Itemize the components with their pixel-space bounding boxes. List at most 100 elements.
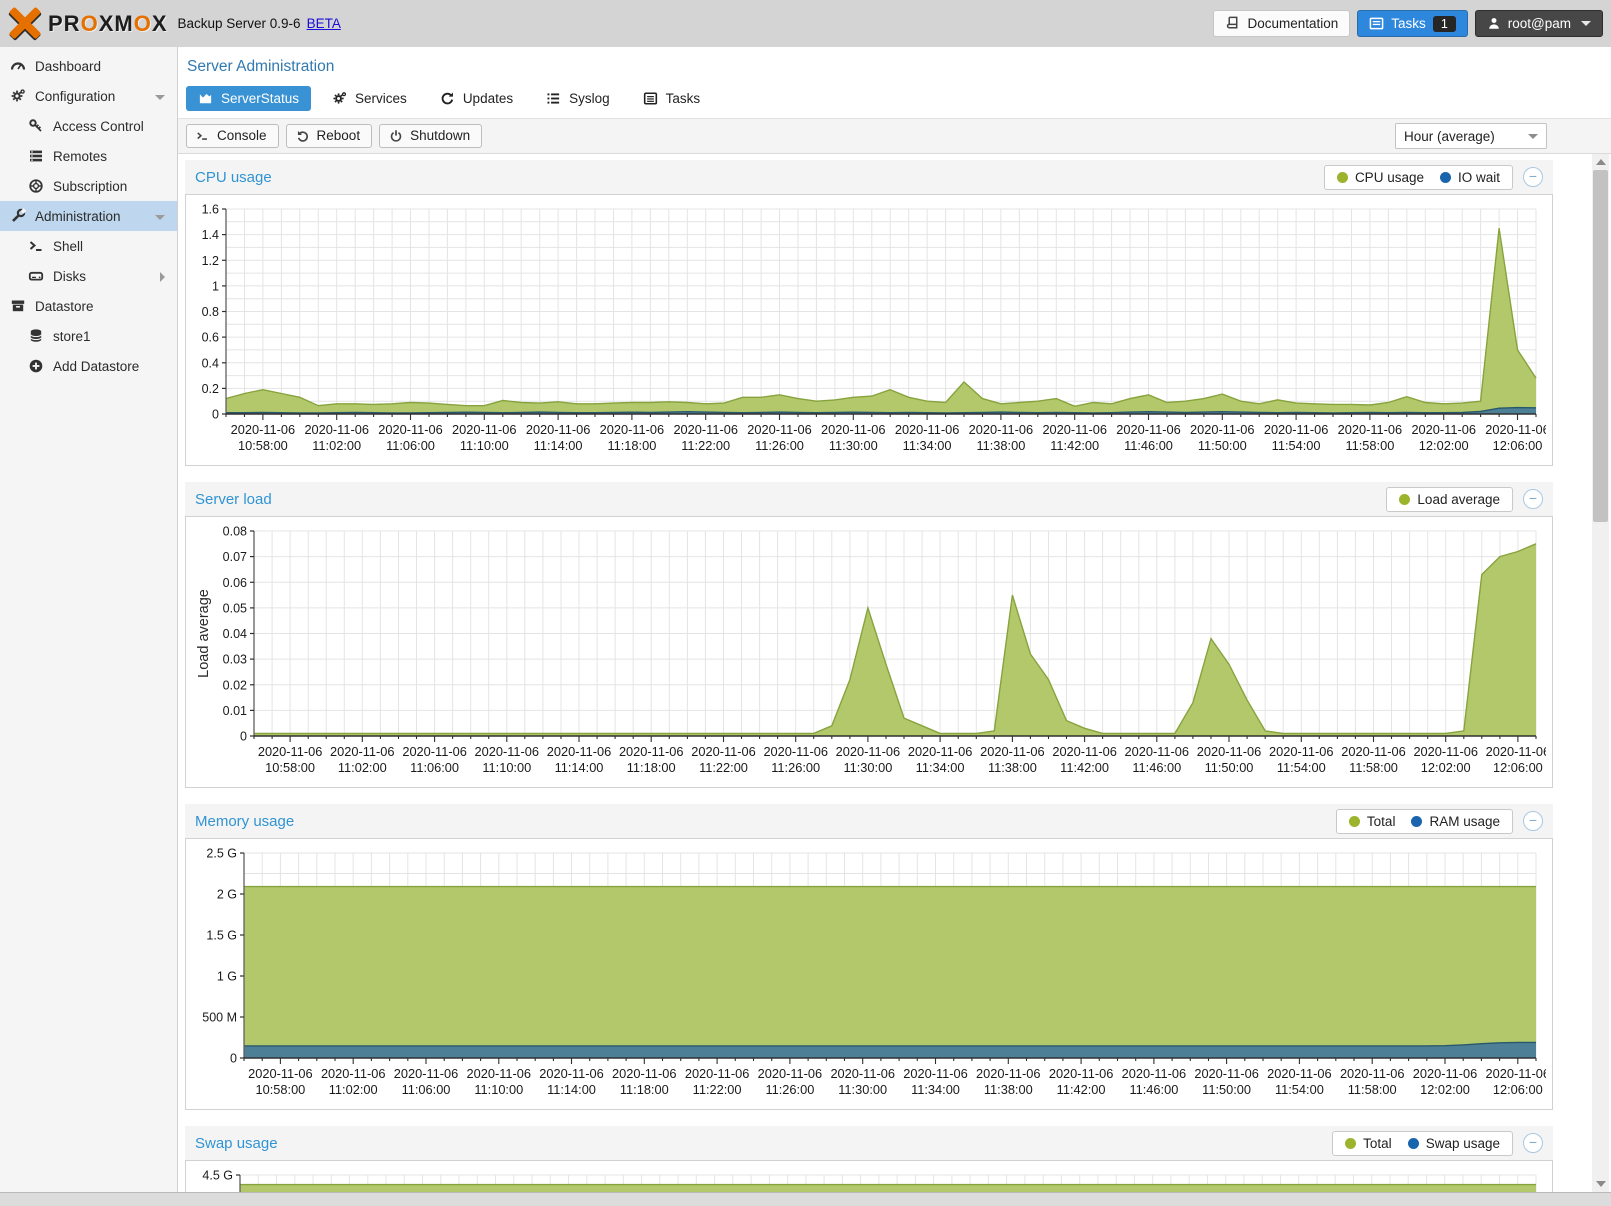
svg-text:11:38:00: 11:38:00 — [976, 438, 1025, 453]
sidebar-item-disks[interactable]: Disks — [0, 261, 177, 291]
svg-text:11:02:00: 11:02:00 — [338, 760, 387, 775]
collapse-panel-button[interactable]: − — [1523, 811, 1543, 831]
brand-wordmark: PROXMOX — [48, 10, 168, 36]
sidebar-item-administration[interactable]: Administration — [0, 201, 177, 231]
svg-text:2020-11-06: 2020-11-06 — [1197, 744, 1262, 759]
svg-text:0.2: 0.2 — [202, 382, 219, 396]
tab-syslog[interactable]: Syslog — [534, 86, 622, 111]
tasks-count-badge: 1 — [1432, 15, 1456, 32]
svg-text:2020-11-06: 2020-11-06 — [1486, 744, 1546, 759]
svg-text:11:34:00: 11:34:00 — [916, 760, 965, 775]
svg-text:2020-11-06: 2020-11-06 — [1411, 422, 1476, 437]
svg-text:2020-11-06: 2020-11-06 — [1190, 422, 1255, 437]
svg-text:11:54:00: 11:54:00 — [1272, 438, 1321, 453]
svg-text:11:22:00: 11:22:00 — [681, 438, 730, 453]
svg-text:11:50:00: 11:50:00 — [1198, 438, 1247, 453]
svg-text:4.5 G: 4.5 G — [202, 1169, 233, 1183]
svg-text:11:54:00: 11:54:00 — [1277, 760, 1326, 775]
svg-text:2020-11-06: 2020-11-06 — [248, 1066, 313, 1081]
tab-bar: ServerStatus Services Updates Syslog Tas… — [178, 84, 1611, 118]
shutdown-button[interactable]: Shutdown — [379, 124, 483, 148]
svg-text:2020-11-06: 2020-11-06 — [908, 744, 973, 759]
server-toolbar: Console Reboot Shutdown Hour (average) — [178, 118, 1611, 154]
reboot-button[interactable]: Reboot — [285, 124, 373, 148]
svg-text:12:06:00: 12:06:00 — [1493, 438, 1543, 453]
svg-text:11:34:00: 11:34:00 — [911, 1082, 960, 1097]
svg-text:0.02: 0.02 — [223, 678, 247, 692]
svg-text:11:06:00: 11:06:00 — [386, 438, 435, 453]
console-button[interactable]: Console — [186, 124, 279, 148]
svg-text:11:46:00: 11:46:00 — [1132, 760, 1181, 775]
tab-tasks[interactable]: Tasks — [631, 86, 713, 111]
svg-text:1.5 G: 1.5 G — [206, 929, 237, 943]
key-icon — [28, 118, 44, 134]
legend-dot — [1407, 1137, 1419, 1149]
svg-text:11:54:00: 11:54:00 — [1275, 1082, 1324, 1097]
chevron-down-icon — [155, 95, 165, 100]
svg-text:0.07: 0.07 — [223, 550, 247, 564]
svg-text:2 G: 2 G — [217, 888, 237, 902]
sidebar-item-access-control[interactable]: Access Control — [0, 111, 177, 141]
svg-text:11:14:00: 11:14:00 — [547, 1082, 596, 1097]
tab-serverstatus[interactable]: ServerStatus — [186, 86, 312, 111]
chevron-down-icon — [1581, 21, 1591, 26]
scrollbar-thumb[interactable] — [1593, 170, 1608, 522]
server-load-chart: 0 0.01 0.02 0.03 0.04 0.05 0.06 0.07 0.08 2020-11… — [185, 516, 1553, 788]
tab-services[interactable]: Services — [320, 86, 419, 111]
svg-text:2020-11-06: 2020-11-06 — [1486, 1066, 1546, 1081]
svg-text:0.01: 0.01 — [223, 704, 247, 718]
chevron-down-icon — [155, 215, 165, 220]
svg-text:2020-11-06: 2020-11-06 — [673, 422, 738, 437]
cpu-usage-legend: CPU usage IO wait — [1323, 164, 1513, 190]
sidebar-item-datastore[interactable]: Datastore — [0, 291, 177, 321]
svg-text:11:38:00: 11:38:00 — [984, 1082, 1033, 1097]
server-load-panel: Server load Load average − 0 0.01 0.02 0.03… — [185, 482, 1553, 788]
svg-text:4 G: 4 G — [213, 1191, 233, 1192]
svg-text:2020-11-06: 2020-11-06 — [691, 744, 756, 759]
sidebar-item-dashboard[interactable]: Dashboard — [0, 51, 177, 81]
svg-text:0.06: 0.06 — [223, 576, 247, 590]
sidebar-item-add-datastore[interactable]: Add Datastore — [0, 351, 177, 381]
svg-text:2020-11-06: 2020-11-06 — [903, 1066, 968, 1081]
vertical-scrollbar[interactable] — [1592, 154, 1609, 1192]
svg-text:2020-11-06: 2020-11-06 — [1341, 744, 1406, 759]
svg-text:0.04: 0.04 — [223, 627, 247, 641]
memory-usage-panel: Memory usage Total RAM usage − 0 500 M 1 G… — [185, 804, 1553, 1110]
svg-text:2020-11-06: 2020-11-06 — [821, 422, 886, 437]
svg-text:11:18:00: 11:18:00 — [607, 438, 656, 453]
svg-text:11:46:00: 11:46:00 — [1124, 438, 1173, 453]
collapse-panel-button[interactable]: − — [1523, 1133, 1543, 1153]
time-range-select[interactable]: Hour (average) — [1395, 123, 1547, 149]
svg-text:11:10:00: 11:10:00 — [474, 1082, 523, 1097]
sidebar-item-store1[interactable]: store1 — [0, 321, 177, 351]
svg-text:11:06:00: 11:06:00 — [402, 1082, 451, 1097]
svg-text:11:42:00: 11:42:00 — [1050, 438, 1099, 453]
beta-link[interactable]: BETA — [306, 16, 341, 31]
svg-text:2020-11-06: 2020-11-06 — [758, 1066, 823, 1081]
scroll-down-arrow-icon[interactable] — [1596, 1181, 1606, 1187]
sidebar-item-shell[interactable]: Shell — [0, 231, 177, 261]
scroll-up-arrow-icon[interactable] — [1596, 159, 1606, 165]
sidebar-item-subscription[interactable]: Subscription — [0, 171, 177, 201]
svg-text:11:46:00: 11:46:00 — [1129, 1082, 1178, 1097]
tab-updates[interactable]: Updates — [428, 86, 525, 111]
legend-dot — [1345, 1137, 1357, 1149]
svg-text:0.05: 0.05 — [223, 601, 247, 615]
collapse-panel-button[interactable]: − — [1523, 489, 1543, 509]
chevron-down-icon — [1528, 133, 1538, 139]
user-menu-button[interactable]: root@pam — [1474, 10, 1603, 37]
task-list-icon — [1369, 17, 1384, 30]
tasks-button[interactable]: Tasks 1 — [1357, 10, 1468, 37]
svg-text:10:58:00: 10:58:00 — [238, 438, 288, 453]
svg-text:2020-11-06: 2020-11-06 — [452, 422, 517, 437]
documentation-button[interactable]: Documentation — [1213, 10, 1351, 37]
svg-text:2020-11-06: 2020-11-06 — [612, 1066, 677, 1081]
svg-text:0: 0 — [230, 1052, 237, 1066]
sidebar-item-remotes[interactable]: Remotes — [0, 141, 177, 171]
proxmox-logo: PROXMOX — [8, 7, 168, 41]
svg-text:2020-11-06: 2020-11-06 — [1413, 1066, 1478, 1081]
sidebar-item-configuration[interactable]: Configuration — [0, 81, 177, 111]
collapse-panel-button[interactable]: − — [1523, 167, 1543, 187]
